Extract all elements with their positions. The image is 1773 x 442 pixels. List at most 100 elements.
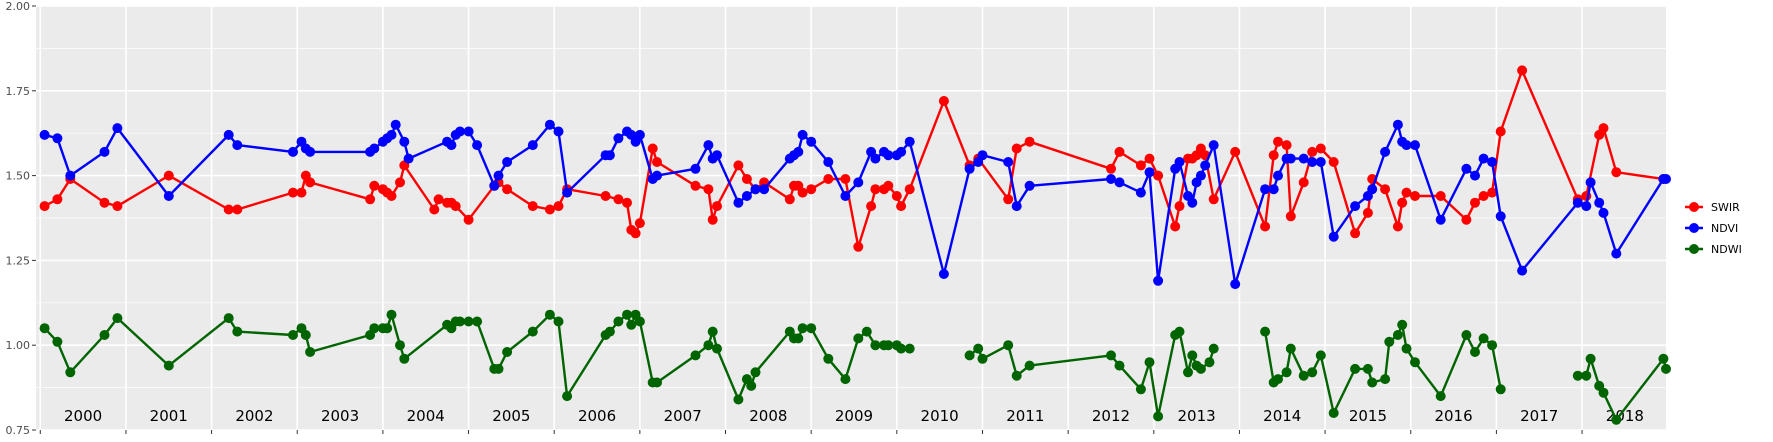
data-point-swir — [1392, 221, 1403, 232]
data-point-ndvi — [390, 119, 401, 130]
data-point-ndvi — [1153, 275, 1164, 286]
data-point-ndvi — [1208, 140, 1219, 151]
year-label: 2008 — [749, 407, 787, 425]
data-point-ndvi — [806, 136, 817, 147]
data-point-ndvi — [870, 153, 881, 164]
data-point-ndvi — [712, 150, 722, 161]
data-point-ndwi — [1011, 370, 1022, 381]
data-point-ndwi — [1380, 374, 1391, 385]
legend-item-ndwi: NDWI — [1685, 243, 1742, 256]
data-point-ndvi — [1487, 157, 1498, 167]
data-point-swir — [544, 204, 555, 215]
data-point-ndvi — [52, 133, 63, 144]
data-point-ndwi — [870, 340, 881, 351]
data-point-swir — [1268, 150, 1279, 161]
data-point-ndwi — [1581, 370, 1592, 381]
data-point-swir — [223, 204, 234, 215]
year-label: 2001 — [150, 407, 188, 425]
data-point-ndwi — [853, 333, 864, 344]
data-point-ndvi — [1392, 119, 1403, 130]
data-point-swir — [866, 201, 877, 212]
data-point-swir — [1598, 123, 1609, 134]
data-point-ndwi — [622, 309, 632, 320]
data-point-swir — [1397, 197, 1408, 208]
year-label: 2016 — [1434, 407, 1472, 425]
data-point-ndwi — [1106, 350, 1116, 361]
data-point-swir — [647, 143, 658, 154]
data-point-swir — [429, 204, 440, 215]
data-point-swir — [600, 191, 611, 201]
data-point-swir — [112, 201, 123, 212]
data-point-ndwi — [1478, 333, 1489, 344]
data-point-ndvi — [1187, 197, 1198, 208]
data-point-swir — [1380, 184, 1391, 195]
data-point-ndvi — [544, 119, 555, 130]
data-point-ndwi — [1410, 357, 1420, 368]
data-point-ndwi — [305, 347, 316, 357]
data-point-swir — [1153, 170, 1164, 181]
data-point-ndvi — [840, 191, 851, 201]
data-point-ndwi — [1470, 347, 1480, 357]
data-point-swir — [613, 194, 624, 205]
data-point-ndwi — [797, 323, 808, 334]
data-point-ndvi — [1200, 160, 1211, 171]
legend-item-ndvi: NDVI — [1685, 222, 1738, 235]
data-point-ndvi — [1315, 157, 1326, 167]
data-point-swir — [823, 174, 834, 184]
data-point-ndwi — [1195, 363, 1206, 374]
data-point-ndwi — [1585, 353, 1596, 364]
data-point-swir — [634, 218, 645, 229]
year-label: 2011 — [1006, 407, 1044, 425]
year-label: 2017 — [1520, 407, 1558, 425]
data-point-ndwi — [1401, 343, 1412, 354]
legend-label: SWIR — [1711, 201, 1740, 214]
legend-item-swir: SWIR — [1685, 201, 1740, 214]
data-point-ndwi — [463, 316, 474, 327]
data-point-swir — [52, 194, 63, 205]
data-point-ndwi — [1153, 411, 1164, 422]
data-point-ndvi — [853, 177, 864, 188]
data-point-ndvi — [1594, 197, 1605, 208]
data-point-swir — [450, 201, 461, 212]
data-point-ndwi — [1611, 414, 1622, 425]
data-point-swir — [1328, 157, 1339, 167]
y-tick-label: 1.50 — [6, 170, 31, 183]
data-point-ndwi — [1135, 384, 1146, 395]
data-point-swir — [463, 214, 474, 225]
data-point-ndwi — [652, 377, 662, 388]
data-point-swir — [883, 180, 894, 191]
legend-key-point — [1689, 244, 1699, 254]
data-point-ndwi — [1461, 330, 1472, 340]
data-point-ndvi — [1435, 214, 1446, 225]
data-point-swir — [622, 197, 632, 208]
data-point-ndwi — [707, 326, 718, 337]
data-point-swir — [1435, 191, 1446, 201]
data-point-ndwi — [1307, 367, 1318, 378]
data-point-ndvi — [562, 187, 573, 198]
data-point-swir — [1024, 136, 1035, 147]
data-point-ndwi — [793, 333, 804, 344]
data-point-swir — [1307, 146, 1318, 157]
data-point-ndvi — [759, 184, 770, 195]
data-point-ndwi — [896, 343, 907, 354]
data-point-ndwi — [1144, 357, 1155, 368]
data-point-ndvi — [690, 163, 701, 174]
data-point-ndwi — [562, 391, 573, 402]
data-point-ndwi — [493, 363, 504, 374]
data-point-ndwi — [502, 347, 513, 357]
data-point-swir — [652, 157, 662, 167]
data-point-swir — [386, 191, 397, 201]
data-point-ndvi — [938, 269, 949, 279]
data-point-ndvi — [1367, 184, 1378, 195]
legend-label: NDWI — [1711, 243, 1742, 256]
data-point-ndwi — [634, 316, 645, 327]
data-point-ndvi — [797, 129, 808, 140]
data-point-ndvi — [493, 170, 504, 181]
data-point-ndwi — [1298, 370, 1309, 381]
data-point-ndwi — [1397, 319, 1408, 330]
data-point-ndvi — [1011, 201, 1022, 212]
data-point-swir — [891, 191, 902, 201]
data-point-ndwi — [1384, 336, 1395, 347]
data-point-swir — [733, 160, 744, 171]
year-labels: 2000 2001 2002 2003 2004 2005 2006 2007 2008 2009… — [64, 407, 1644, 425]
